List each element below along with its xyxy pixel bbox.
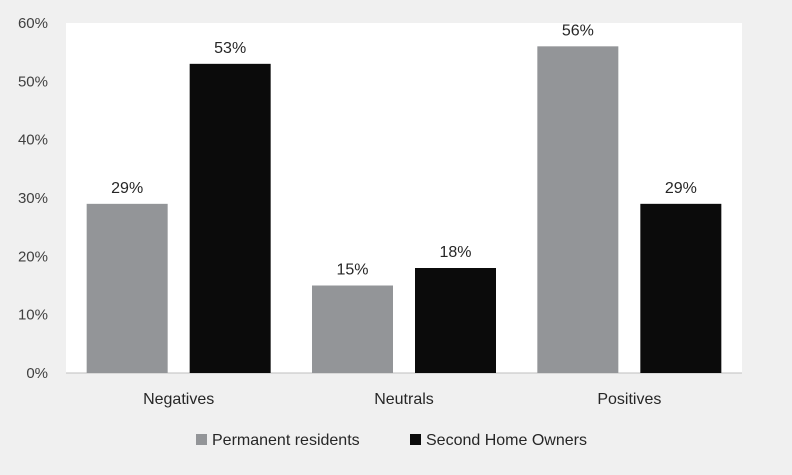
data-label: 15% [336, 262, 368, 279]
data-label: 56% [562, 22, 594, 39]
legend-swatch-second-home-owners [410, 434, 421, 445]
plot-area [66, 23, 742, 373]
legend-label-second-home-owners: Second Home Owners [426, 432, 587, 449]
data-label: 53% [214, 40, 246, 57]
category-label: Negatives [143, 391, 214, 408]
data-label: 29% [111, 180, 143, 197]
category-label: Positives [597, 391, 661, 408]
bar-positives-series-0 [537, 46, 619, 373]
bar-negatives-series-1 [189, 63, 271, 373]
y-tick-label: 30% [18, 190, 48, 207]
bar-negatives-series-0 [86, 203, 168, 373]
y-tick-label: 60% [18, 15, 48, 32]
y-tick-label: 40% [18, 132, 48, 149]
data-label: 18% [439, 244, 471, 261]
bar-neutrals-series-0 [312, 285, 393, 373]
y-tick-label: 50% [18, 73, 48, 90]
bar-neutrals-series-1 [415, 268, 496, 373]
legend-label-permanent-residents: Permanent residents [212, 432, 360, 449]
y-tick-label: 20% [18, 248, 48, 265]
legend: Permanent residents Second Home Owners [196, 432, 587, 449]
category-label: Neutrals [374, 391, 434, 408]
data-label: 29% [665, 180, 697, 197]
legend-swatch-permanent-residents [196, 434, 207, 445]
y-tick-label: 10% [18, 307, 48, 324]
bar-positives-series-1 [640, 203, 722, 373]
y-tick-label: 0% [26, 365, 48, 382]
